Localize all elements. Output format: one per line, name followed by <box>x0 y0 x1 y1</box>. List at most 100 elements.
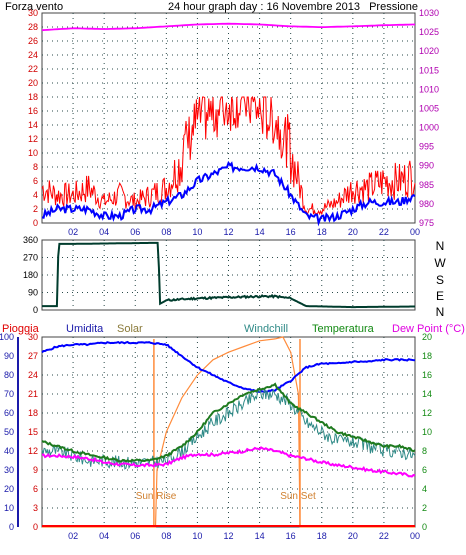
compass-e: E <box>436 289 444 303</box>
graph-title: 24 hour graph day : 16 Novembre 2013 <box>168 1 360 13</box>
time-tick-label: 22 <box>379 531 389 541</box>
rain-tick-label: 21 <box>28 389 38 399</box>
sunset-label: Sun Set <box>280 491 316 502</box>
temperature-tick-label: 20 <box>422 332 432 342</box>
wind-tick-label: 20 <box>28 78 38 88</box>
pressure-line <box>41 22 415 32</box>
wind-tick-label: 4 <box>33 190 38 200</box>
pressure-tick-label: 1005 <box>419 103 439 113</box>
time-tick-label: 06 <box>130 227 140 237</box>
rain-tick-label: 6 <box>33 484 38 494</box>
humidity-tick-label: 40 <box>4 446 14 456</box>
rain-tick-label: 30 <box>28 332 38 342</box>
wind-tick-label: 0 <box>33 218 38 228</box>
wind-tick-label: 16 <box>28 106 38 116</box>
sunrise-label: Sun Rise <box>136 491 177 502</box>
direction-tick-label: 90 <box>28 288 38 298</box>
legend-windchill: Windchill <box>244 323 288 335</box>
wind-tick-label: 26 <box>28 36 38 46</box>
time-tick-label: 12 <box>223 531 233 541</box>
compass-s: S <box>436 273 444 287</box>
temperature-tick-label: 8 <box>422 446 427 456</box>
direction-tick-label: 270 <box>23 253 38 263</box>
wind-tick-label: 2 <box>33 204 38 214</box>
pressure-tick-label: 995 <box>419 142 434 152</box>
wind-tick-label: 8 <box>33 162 38 172</box>
humidity-tick-label: 30 <box>4 465 14 475</box>
time-tick-label: 00 <box>410 227 420 237</box>
rain-tick-label: 0 <box>33 522 38 532</box>
temperature-tick-label: 14 <box>422 389 432 399</box>
pressure-tick-label: 1020 <box>419 46 439 56</box>
dewpoint-line <box>42 446 416 478</box>
time-tick-label: 02 <box>68 531 78 541</box>
pressure-tick-label: 1010 <box>419 84 439 94</box>
wind-tick-label: 6 <box>33 176 38 186</box>
time-tick-label: 14 <box>255 227 265 237</box>
time-tick-label: 18 <box>317 227 327 237</box>
humidity-tick-label: 100 <box>0 332 14 342</box>
pressure-tick-label: 1025 <box>419 27 439 37</box>
pressure-tick-label: 985 <box>419 180 434 190</box>
gust-line <box>41 95 416 217</box>
time-tick-label: 06 <box>130 531 140 541</box>
wind-tick-label: 18 <box>28 92 38 102</box>
time-tick-label: 16 <box>286 531 296 541</box>
wind-tick-label: 28 <box>28 22 38 32</box>
wind-tick-label: 22 <box>28 64 38 74</box>
humidity-tick-label: 20 <box>4 484 14 494</box>
wind-tick-label: 30 <box>28 8 38 18</box>
compass-w: W <box>434 256 446 270</box>
humidity-tick-label: 60 <box>4 408 14 418</box>
time-tick-label: 12 <box>223 227 233 237</box>
rain-tick-label: 27 <box>28 351 38 361</box>
humidity-tick-label: 0 <box>9 522 14 532</box>
pressure-tick-label: 975 <box>419 218 434 228</box>
temperature-tick-label: 18 <box>422 351 432 361</box>
humidity-tick-label: 10 <box>4 503 14 513</box>
temperature-tick-label: 4 <box>422 484 427 494</box>
time-tick-label: 14 <box>255 531 265 541</box>
rain-tick-label: 3 <box>33 503 38 513</box>
rain-tick-label: 9 <box>33 465 38 475</box>
humidity-line <box>41 340 416 393</box>
wind-tick-label: 24 <box>28 50 38 60</box>
rain-tick-label: 24 <box>28 370 38 380</box>
time-tick-label: 22 <box>379 227 389 237</box>
solar-line <box>42 336 415 528</box>
compass-n-top: N <box>436 239 445 253</box>
time-tick-label: 18 <box>317 531 327 541</box>
time-tick-label: 20 <box>348 531 358 541</box>
pressure-tick-label: 1015 <box>419 65 439 75</box>
temperature-tick-label: 16 <box>422 370 432 380</box>
temperature-tick-label: 2 <box>422 503 427 513</box>
rain-tick-label: 18 <box>28 408 38 418</box>
pressure-tick-label: 980 <box>419 199 434 209</box>
legend-solar: Solar <box>117 323 143 335</box>
direction-tick-label: 0 <box>33 305 38 315</box>
time-tick-label: 16 <box>286 227 296 237</box>
time-tick-label: 08 <box>161 227 171 237</box>
direction-line <box>42 241 415 309</box>
wind-tick-label: 12 <box>28 134 38 144</box>
legend-temperatura: Temperatura <box>312 323 375 335</box>
pressure-tick-label: 1000 <box>419 123 439 133</box>
legend-umidita: Umidita <box>66 323 104 335</box>
time-tick-label: 20 <box>348 227 358 237</box>
time-tick-label: 08 <box>161 531 171 541</box>
temperature-tick-label: 12 <box>422 408 432 418</box>
humidity-tick-label: 50 <box>4 427 14 437</box>
humidity-tick-label: 90 <box>4 351 14 361</box>
temperature-tick-label: 10 <box>422 427 432 437</box>
legend-dewpoint: Dew Point (°C) <box>392 323 465 335</box>
humidity-tick-label: 80 <box>4 370 14 380</box>
rain-tick-label: 12 <box>28 446 38 456</box>
time-tick-label: 02 <box>68 227 78 237</box>
pressure-tick-label: 1030 <box>419 8 439 18</box>
pressione-title: Pressione <box>369 1 418 13</box>
temperature-tick-label: 0 <box>422 522 427 532</box>
avg-wind-line <box>41 160 416 227</box>
rain-tick-label: 15 <box>28 427 38 437</box>
humidity-tick-label: 70 <box>4 389 14 399</box>
temperature-line <box>41 382 416 463</box>
